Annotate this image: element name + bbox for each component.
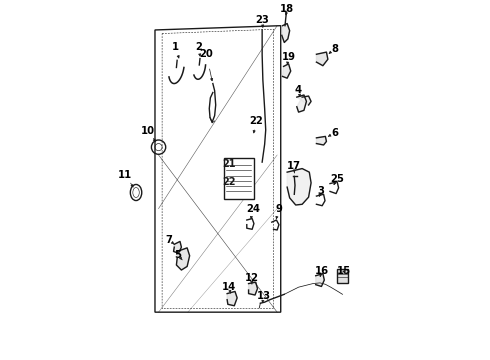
Polygon shape [297, 95, 311, 112]
Text: 2: 2 [195, 42, 202, 52]
Text: 17: 17 [287, 161, 301, 171]
Text: 24: 24 [246, 204, 260, 214]
Polygon shape [176, 248, 190, 270]
Text: 13: 13 [257, 292, 271, 301]
Text: 14: 14 [222, 282, 236, 292]
Polygon shape [316, 274, 324, 287]
Text: 23: 23 [255, 15, 269, 25]
Polygon shape [248, 282, 258, 295]
Text: 8: 8 [332, 44, 339, 54]
Bar [223, 158, 254, 199]
Bar [337, 269, 348, 283]
Text: 3: 3 [318, 186, 324, 196]
Text: 16: 16 [315, 266, 328, 276]
Text: 25: 25 [330, 174, 344, 184]
Polygon shape [287, 168, 311, 205]
Polygon shape [283, 64, 291, 78]
Text: 11: 11 [118, 170, 132, 180]
Polygon shape [173, 242, 181, 253]
Text: 20: 20 [199, 49, 213, 59]
Text: 19: 19 [282, 52, 295, 62]
Text: 6: 6 [332, 128, 339, 138]
Text: 5: 5 [174, 250, 181, 260]
Polygon shape [317, 136, 326, 145]
Text: 10: 10 [141, 126, 155, 136]
Text: 9: 9 [275, 204, 282, 214]
Text: 22: 22 [222, 177, 235, 187]
Polygon shape [227, 292, 237, 306]
Text: 22: 22 [249, 116, 263, 126]
Polygon shape [282, 23, 290, 42]
Text: 4: 4 [294, 85, 301, 95]
Text: 18: 18 [280, 4, 294, 14]
Text: 21: 21 [222, 159, 235, 169]
Text: 7: 7 [166, 235, 172, 245]
Text: 15: 15 [337, 266, 351, 276]
Polygon shape [317, 52, 328, 66]
Text: 12: 12 [245, 273, 258, 283]
Text: 1: 1 [172, 42, 179, 52]
